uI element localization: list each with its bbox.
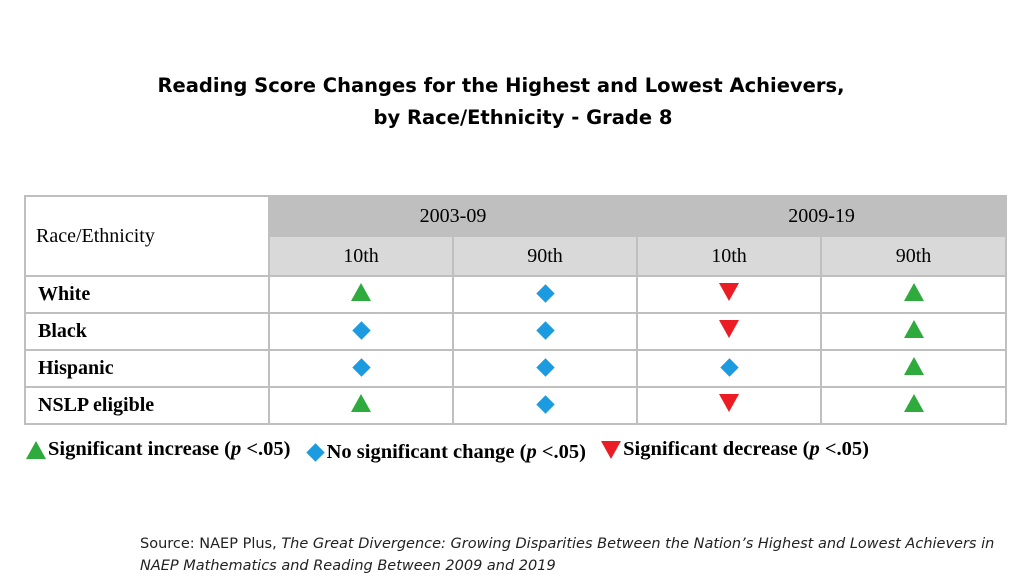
table-row: NSLP eligible [24, 386, 1008, 425]
down-triangle-icon [601, 440, 622, 459]
legend-increase-label: Significant increase (p <.05) [48, 438, 291, 460]
diamond-icon [535, 284, 555, 303]
legend-decrease: Significant decrease (p <.05) [601, 438, 869, 461]
result-cell [268, 386, 454, 425]
percentile-header: 90th [451, 235, 639, 277]
diamond-icon [305, 442, 325, 462]
result-cell [820, 312, 1008, 351]
down-triangle-icon [719, 393, 740, 412]
row-label: Black [24, 312, 270, 351]
result-cell [636, 349, 823, 388]
percentile-header: 10th [268, 235, 454, 277]
table-row: White [24, 275, 1008, 314]
row-label: Hispanic [24, 349, 270, 388]
result-cell [451, 349, 639, 388]
row-label: White [24, 275, 270, 314]
legend-increase: Significant increase (p <.05) [26, 438, 290, 461]
result-cell [636, 386, 823, 425]
result-cell [451, 312, 639, 351]
result-cell [820, 349, 1008, 388]
diamond-icon [719, 358, 739, 377]
result-cell [268, 312, 454, 351]
result-cell [451, 275, 639, 314]
period-header: 2003-09 [267, 195, 639, 237]
result-cell [268, 275, 454, 314]
up-triangle-icon [351, 282, 371, 301]
up-triangle-icon [903, 319, 924, 338]
up-triangle-icon [351, 393, 371, 412]
up-triangle-icon [903, 282, 924, 301]
percentile-header: 10th [636, 235, 823, 277]
results-table: Race/Ethnicity 2003-09 2009-19 10th 90th… [24, 195, 1008, 425]
source-prefix: Source: NAEP Plus, [140, 536, 282, 552]
result-cell [451, 386, 639, 425]
period-header: 2009-19 [636, 195, 1008, 237]
title-line-1: Reading Score Changes for the Highest an… [157, 74, 845, 97]
result-cell [820, 275, 1008, 314]
diamond-icon [351, 358, 371, 377]
legend-no-change-label: No significant change (p <.05) [326, 440, 586, 463]
up-triangle-icon [903, 393, 924, 412]
down-triangle-icon [719, 319, 740, 338]
legend-decrease-label: Significant decrease (p <.05) [623, 438, 870, 460]
diamond-icon [351, 321, 371, 340]
diamond-icon [535, 395, 555, 414]
result-cell [820, 386, 1008, 425]
down-triangle-icon [719, 282, 740, 301]
result-cell [636, 275, 823, 314]
legend-no-change: No significant change (p <.05) [305, 440, 586, 464]
percentile-header: 90th [820, 235, 1008, 277]
legend: Significant increase (p <.05) No signifi… [26, 438, 1016, 465]
table-row: Black [24, 312, 1008, 351]
chart-title: Reading Score Changes for the Highest an… [0, 70, 1024, 134]
result-cell [268, 349, 454, 388]
title-line-2: by Race/Ethnicity - Grade 8 [373, 106, 673, 129]
up-triangle-icon [903, 356, 924, 375]
source-note: Source: NAEP Plus, The Great Divergence:… [140, 533, 1000, 577]
source-title: The Great Divergence: Growing Disparitie… [140, 536, 995, 574]
result-cell [636, 312, 823, 351]
row-label: NSLP eligible [24, 386, 270, 425]
table-row: Hispanic [24, 349, 1008, 388]
up-triangle-icon [26, 440, 46, 459]
diamond-icon [535, 358, 555, 377]
row-header: Race/Ethnicity [24, 195, 270, 277]
diamond-icon [535, 321, 555, 340]
